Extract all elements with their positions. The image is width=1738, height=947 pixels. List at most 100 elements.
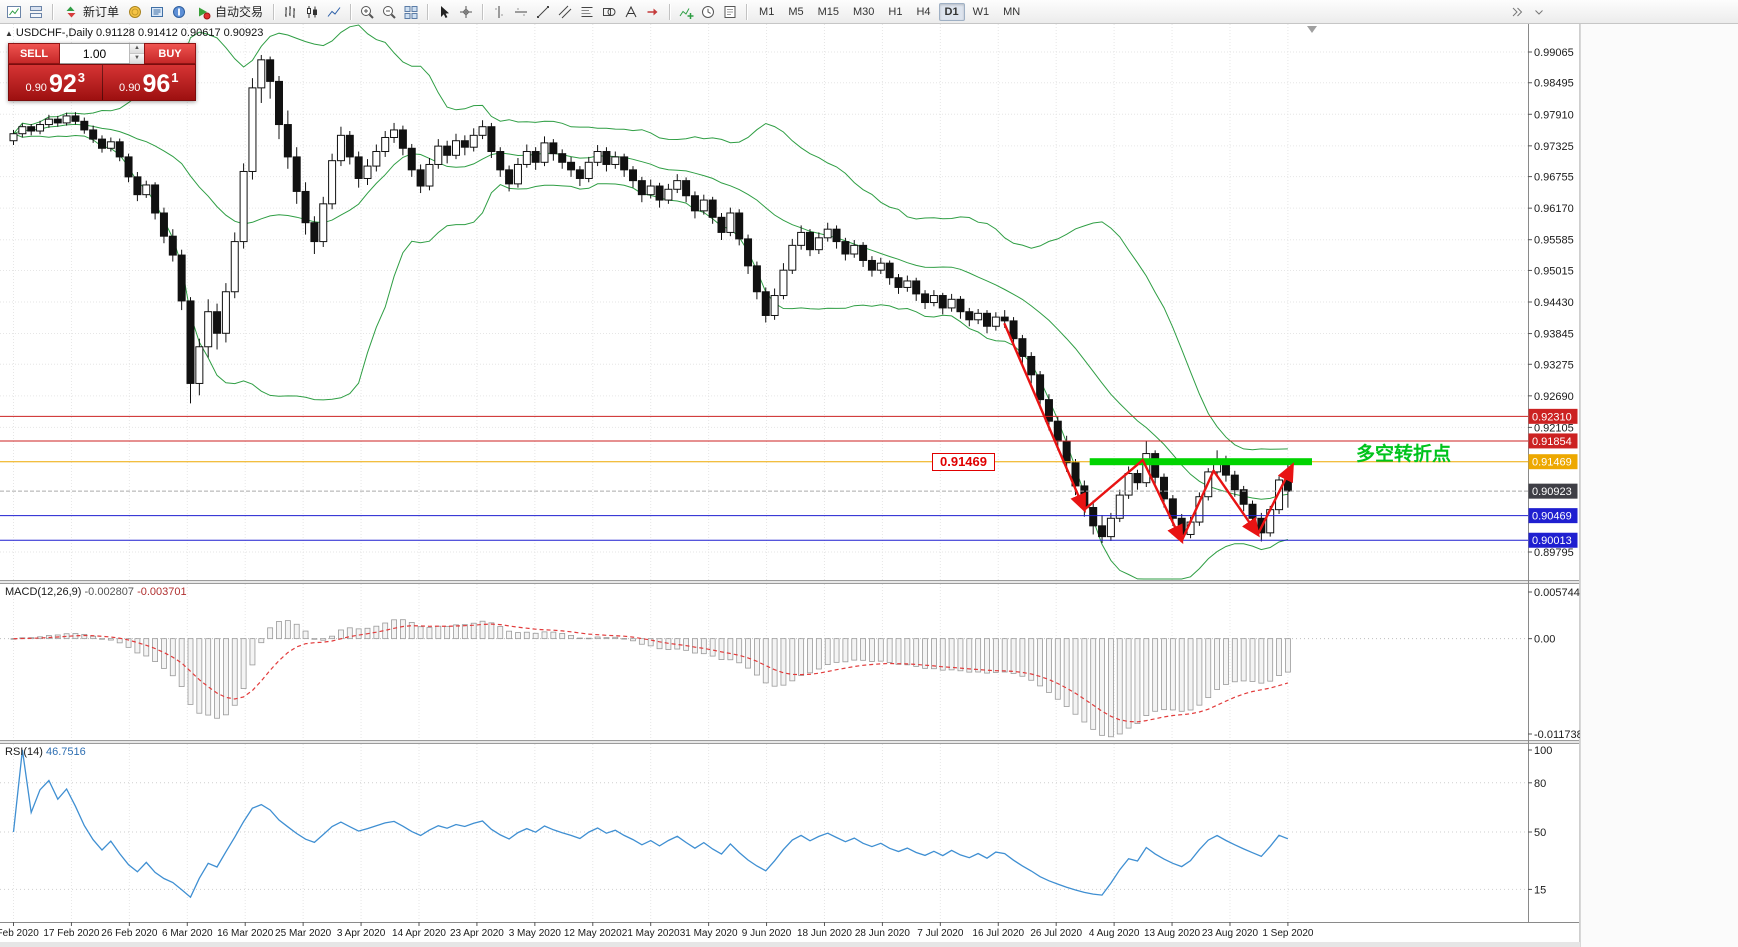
macd-name: MACD(12,26,9) [5,586,82,598]
svg-text:0.95015: 0.95015 [1534,265,1574,277]
timeframe-m1[interactable]: M1 [759,5,775,18]
svg-text:-0.011738: -0.011738 [1534,729,1580,741]
toolbar-separator [746,3,748,20]
toolbar-separator [52,3,53,20]
svg-text:0.93275: 0.93275 [1534,359,1574,371]
macd-label: MACD(12,26,9) -0.002807 -0.003701 [5,586,187,598]
volume-up-button[interactable]: ▲ [130,44,144,54]
svg-text:23 Apr 2020: 23 Apr 2020 [450,928,504,939]
volume-input[interactable] [60,44,129,63]
buy-price[interactable]: 0.90 96 1 [103,65,196,100]
vertical-line-icon[interactable] [489,2,509,22]
toolbar-dropdown-icon[interactable] [1529,2,1549,22]
shapes-icon[interactable] [599,2,619,22]
timeframe-d1[interactable]: D1 [938,2,965,21]
timeframe-m15[interactable]: M15 [817,5,839,18]
svg-text:0.91469: 0.91469 [1532,457,1572,469]
svg-text:100: 100 [1534,745,1552,757]
svg-text:0.91854: 0.91854 [1532,436,1572,448]
svg-text:0.90923: 0.90923 [1532,486,1572,498]
svg-text:9 Jun 2020: 9 Jun 2020 [742,928,792,939]
svg-text:0.98495: 0.98495 [1534,78,1574,90]
timeframe-m5[interactable]: M5 [788,5,804,18]
crosshair-icon[interactable] [456,2,476,22]
timeframe-w1[interactable]: W1 [972,5,990,18]
toolbar-separator [482,3,484,20]
buy-price-sup: 1 [171,70,179,85]
svg-text:0.90013: 0.90013 [1532,535,1572,547]
svg-text:0.92690: 0.92690 [1534,391,1574,403]
toolbar: 新订单 自动交易 M1 M5 M15 M30 H1 H4 D1 W1 MN [0,0,1738,24]
zoom-in-icon[interactable] [357,2,377,22]
trendline-icon[interactable] [533,2,553,22]
timeframe-h4[interactable]: H4 [916,5,931,18]
svg-text:0.96755: 0.96755 [1534,172,1574,184]
new-order-button[interactable]: 新订单 [59,2,123,22]
data-window-icon[interactable] [169,2,189,22]
macd-value-main: -0.002807 [84,586,135,598]
svg-text:0.93845: 0.93845 [1534,329,1574,341]
tile-windows-icon[interactable] [401,2,421,22]
svg-text:16 Mar 2020: 16 Mar 2020 [217,928,274,939]
rsi-name: RSI(14) [5,746,43,758]
rsi-value: 46.7516 [45,746,86,758]
arrows-icon[interactable] [643,2,663,22]
timeframe-h1[interactable]: H1 [888,5,903,18]
toolbar-separator [669,3,671,20]
buy-price-small: 0.90 [119,82,141,94]
collapse-arrow-icon[interactable]: ▲ [5,29,13,38]
new-chart-icon[interactable] [4,2,24,22]
candles[interactable] [9,54,1292,544]
macd-pane [0,619,1528,738]
bar-chart-icon[interactable] [280,2,300,22]
svg-text:0.00: 0.00 [1534,634,1555,646]
pane-dividers[interactable] [0,24,1580,947]
zoom-out-icon[interactable] [379,2,399,22]
equidistant-channel-icon[interactable] [555,2,575,22]
templates-icon[interactable] [720,2,740,22]
price-chart[interactable]: 0.99065 0.98495 0.97910 0.97325 0.96755 0.961… [0,24,1580,947]
horizontal-line-icon[interactable] [511,2,531,22]
profiles-icon[interactable] [26,2,46,22]
toolbar-right-icons [1506,2,1550,22]
volume-down-button[interactable]: ▼ [130,54,144,64]
svg-text:0.92310: 0.92310 [1532,411,1572,423]
fibonacci-icon[interactable] [577,2,597,22]
price-divider [101,65,103,100]
metaquotes-icon[interactable] [125,2,145,22]
price-level-flag[interactable]: 0.91469 [932,453,995,471]
svg-text:0.97325: 0.97325 [1534,141,1574,153]
line-chart-icon[interactable] [324,2,344,22]
buy-price-big: 96 [142,70,171,98]
svg-text:18 Jun 2020: 18 Jun 2020 [797,928,852,939]
svg-text:0.95585: 0.95585 [1534,235,1574,247]
svg-text:7 Jul 2020: 7 Jul 2020 [917,928,964,939]
svg-text:17 Feb 2020: 17 Feb 2020 [43,928,100,939]
text-label-icon[interactable] [621,2,641,22]
timeframe-mn[interactable]: MN [1003,5,1021,18]
svg-text:80: 80 [1534,778,1546,790]
indicators-icon[interactable] [676,2,696,22]
toolbar-separator [350,3,352,20]
customize-toolbar-icon[interactable] [1507,2,1527,22]
sell-price[interactable]: 0.90 92 3 [9,65,102,100]
svg-text:16 Jul 2020: 16 Jul 2020 [972,928,1024,939]
trend-arrows[interactable] [1003,322,1294,545]
cursor-icon[interactable] [434,2,454,22]
buy-button[interactable]: BUY [144,43,196,64]
candlestick-chart-icon[interactable] [302,2,322,22]
periods-icon[interactable] [698,2,718,22]
autotrading-button[interactable]: 自动交易 [191,2,267,22]
svg-text:26 Feb 2020: 26 Feb 2020 [101,928,158,939]
timeframe-m30[interactable]: M30 [853,5,875,18]
svg-text:12 May 2020: 12 May 2020 [564,928,622,939]
toolbar-separator [427,3,429,20]
svg-text:15: 15 [1534,884,1546,896]
sell-button[interactable]: SELL [8,43,60,64]
turning-point-note[interactable]: 多空转折点 [1356,444,1452,465]
chart-ohlc-title: ▲ USDCHF-,Daily 0.91128 0.91412 0.90617 0… [5,27,263,39]
market-watch-icon[interactable] [147,2,167,22]
svg-text:0.92105: 0.92105 [1534,422,1574,434]
green-zone[interactable] [1089,458,1312,466]
chart-area[interactable]: 0.99065 0.98495 0.97910 0.97325 0.96755 0.961… [0,24,1580,947]
